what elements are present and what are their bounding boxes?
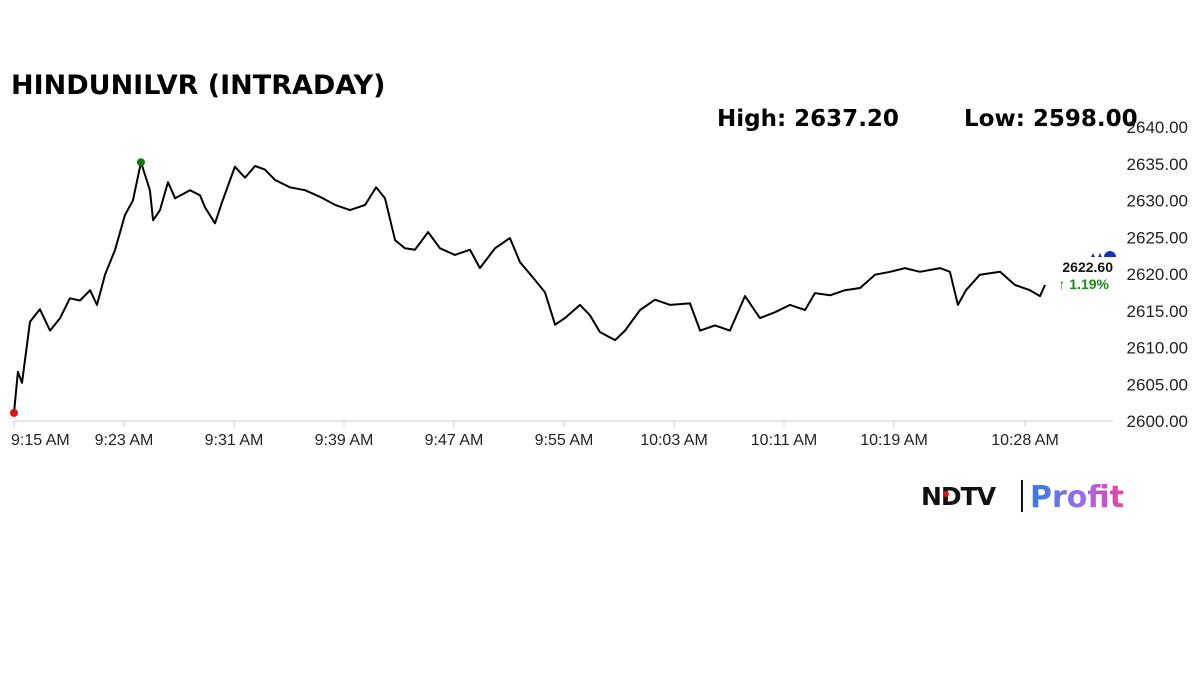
y-tick-label: 2605.00 xyxy=(1127,375,1188,394)
y-tick-label: 2625.00 xyxy=(1127,228,1188,247)
low-label: Low: 2598.00 xyxy=(964,106,1138,132)
x-tick-label: 9:47 AM xyxy=(425,432,484,449)
svg-text:NDTV: NDTV xyxy=(921,482,997,511)
change-percent: ↑ 1.19% xyxy=(1058,276,1109,292)
y-tick-label: 2630.00 xyxy=(1127,192,1188,211)
last-price: 2622.60 xyxy=(1062,259,1113,275)
chart-title: HINDUNILVR (INTRADAY) xyxy=(11,70,386,101)
x-tick-label: 9:15 AM xyxy=(11,432,70,449)
y-tick-label: 2610.00 xyxy=(1127,339,1188,358)
svg-text:Profit: Profit xyxy=(1030,480,1124,515)
y-tick-label: 2635.00 xyxy=(1127,155,1188,174)
x-tick-label: 9:23 AM xyxy=(95,432,154,449)
x-tick-label: 9:55 AM xyxy=(535,432,594,449)
x-tick-label: 10:03 AM xyxy=(640,432,708,449)
high-marker xyxy=(136,158,145,167)
x-tick-label: 10:19 AM xyxy=(860,432,928,449)
y-tick-label: 2615.00 xyxy=(1127,302,1188,321)
y-tick-label: 2640.00 xyxy=(1127,118,1188,137)
start-marker xyxy=(10,408,18,417)
x-tick-label: 10:28 AM xyxy=(991,432,1059,449)
x-tick-label: 10:11 AM xyxy=(751,432,817,449)
x-tick-label: 9:39 AM xyxy=(315,432,374,449)
ndtv-profit-logo: NDTV Profit xyxy=(921,480,1124,515)
price-line xyxy=(13,161,1046,413)
x-tick-label: 9:31 AM xyxy=(205,432,264,449)
y-axis-ticks: 2640.00 2635.00 2630.00 2625.00 2620.00 2615.… xyxy=(1127,118,1188,431)
x-axis-ticks: 9:15 AM 9:23 AM 9:31 AM 9:39 AM 9:47 AM 9:55 … xyxy=(11,421,1059,449)
y-tick-label: 2620.00 xyxy=(1127,265,1188,284)
y-tick-label: 2600.00 xyxy=(1127,412,1188,431)
high-label: High: 2637.20 xyxy=(717,106,899,132)
end-marker-icon xyxy=(1091,251,1116,257)
